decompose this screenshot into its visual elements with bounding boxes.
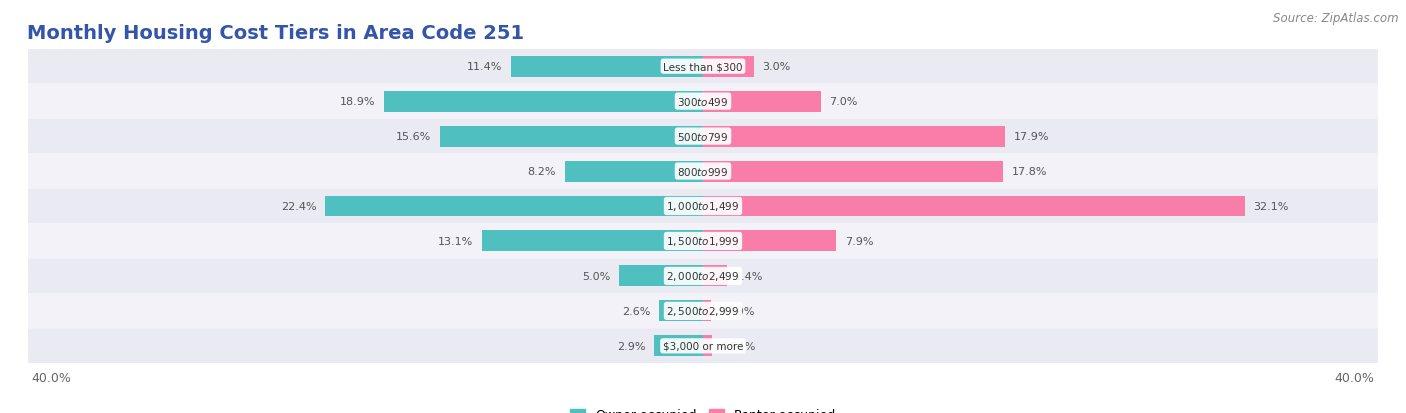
Bar <box>703 301 711 322</box>
FancyBboxPatch shape <box>28 259 1378 294</box>
Text: 15.6%: 15.6% <box>396 132 432 142</box>
FancyBboxPatch shape <box>28 294 1378 329</box>
Text: $1,500 to $1,999: $1,500 to $1,999 <box>666 235 740 248</box>
Text: 8.2%: 8.2% <box>527 166 557 177</box>
Text: $3,000 or more: $3,000 or more <box>662 341 744 351</box>
Text: $300 to $499: $300 to $499 <box>678 96 728 108</box>
Text: 40.0%: 40.0% <box>31 371 72 384</box>
FancyBboxPatch shape <box>28 50 1378 84</box>
FancyBboxPatch shape <box>28 224 1378 259</box>
Bar <box>654 335 703 356</box>
Text: 5.0%: 5.0% <box>582 271 610 281</box>
Bar <box>482 231 703 252</box>
Text: 32.1%: 32.1% <box>1253 202 1288 211</box>
Bar <box>703 335 711 356</box>
Bar <box>619 266 703 287</box>
Text: 2.6%: 2.6% <box>623 306 651 316</box>
Text: $800 to $999: $800 to $999 <box>678 166 728 178</box>
Text: 1.4%: 1.4% <box>735 271 763 281</box>
Text: 22.4%: 22.4% <box>281 202 316 211</box>
Bar <box>703 91 821 112</box>
FancyBboxPatch shape <box>28 154 1378 189</box>
Text: Monthly Housing Cost Tiers in Area Code 251: Monthly Housing Cost Tiers in Area Code … <box>27 24 524 43</box>
Text: Source: ZipAtlas.com: Source: ZipAtlas.com <box>1274 12 1399 25</box>
Text: 13.1%: 13.1% <box>439 236 474 247</box>
Text: 17.8%: 17.8% <box>1012 166 1047 177</box>
Bar <box>703 231 837 252</box>
FancyBboxPatch shape <box>28 84 1378 119</box>
Text: 18.9%: 18.9% <box>340 97 375 107</box>
Text: $2,500 to $2,999: $2,500 to $2,999 <box>666 305 740 318</box>
Bar <box>510 57 703 78</box>
Text: 0.54%: 0.54% <box>720 341 756 351</box>
Bar <box>703 126 1005 147</box>
Legend: Owner-occupied, Renter-occupied: Owner-occupied, Renter-occupied <box>565 404 841 413</box>
Bar <box>659 301 703 322</box>
Bar <box>565 161 703 182</box>
Text: $2,000 to $2,499: $2,000 to $2,499 <box>666 270 740 283</box>
Text: $1,000 to $1,499: $1,000 to $1,499 <box>666 200 740 213</box>
Bar <box>384 91 703 112</box>
Bar <box>703 266 727 287</box>
Bar <box>703 57 754 78</box>
Text: 0.49%: 0.49% <box>720 306 755 316</box>
FancyBboxPatch shape <box>28 189 1378 224</box>
Text: 7.0%: 7.0% <box>830 97 858 107</box>
Bar <box>325 196 703 217</box>
Text: 17.9%: 17.9% <box>1014 132 1049 142</box>
Text: 7.9%: 7.9% <box>845 236 873 247</box>
FancyBboxPatch shape <box>28 119 1378 154</box>
Text: 3.0%: 3.0% <box>762 62 790 72</box>
FancyBboxPatch shape <box>28 329 1378 363</box>
Text: 2.9%: 2.9% <box>617 341 645 351</box>
Text: Less than $300: Less than $300 <box>664 62 742 72</box>
Text: $500 to $799: $500 to $799 <box>678 131 728 143</box>
Bar <box>440 126 703 147</box>
Text: 40.0%: 40.0% <box>1334 371 1375 384</box>
Text: 11.4%: 11.4% <box>467 62 502 72</box>
Bar <box>703 196 1244 217</box>
Bar <box>703 161 1004 182</box>
